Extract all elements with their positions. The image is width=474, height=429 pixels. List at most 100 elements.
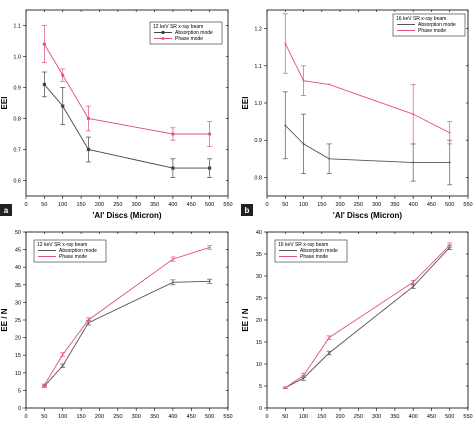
series-line <box>285 244 451 389</box>
plot-frame <box>25 9 229 197</box>
y-tick-label: 10 <box>256 362 262 368</box>
x-tick-label: 50 <box>282 414 288 420</box>
x-tick-label: 150 <box>76 202 85 208</box>
plot-frame <box>266 9 469 197</box>
y-axis-label: EEI <box>241 97 250 110</box>
y-tick-label: 35 <box>15 283 21 289</box>
x-tick-label: 50 <box>282 202 288 208</box>
data-point <box>284 386 287 389</box>
x-tick-label: 0 <box>24 414 27 420</box>
legend-entry: Phase mode <box>175 36 203 42</box>
x-tick-label: 400 <box>168 414 177 420</box>
x-tick-label: 150 <box>317 202 326 208</box>
data-point <box>208 246 211 249</box>
legend-entry: Absorption mode <box>300 248 338 254</box>
x-tick-label: 350 <box>150 202 159 208</box>
x-tick-label: 350 <box>390 414 399 420</box>
chart-panel-1: 0 50 100 150 200 250 300 350 400 450 500 550 0.6 0.7 0… <box>0 9 233 220</box>
y-tick-label: 0.8 <box>254 175 262 181</box>
y-axis-label: EEI <box>0 97 9 110</box>
x-tick-label: 50 <box>41 202 47 208</box>
data-point <box>61 104 65 108</box>
y-tick-label: 15 <box>15 353 21 359</box>
series-phase <box>41 25 213 147</box>
data-point <box>284 124 287 127</box>
data-point <box>284 42 287 45</box>
x-axis-label: 'Al' Discs (Micron) <box>333 211 402 220</box>
data-point <box>328 83 331 86</box>
x-tick-label: 400 <box>409 202 418 208</box>
y-tick-label: 0.9 <box>254 138 262 144</box>
x-tick-label: 550 <box>223 202 232 208</box>
y-tick-label: 1.0 <box>254 101 262 107</box>
legend-entry: Absorption mode <box>175 30 213 36</box>
series-absorption <box>282 91 453 186</box>
data-point <box>61 73 65 77</box>
series-line <box>284 125 450 163</box>
data-point <box>412 113 415 116</box>
x-tick-label: 300 <box>372 202 381 208</box>
y-tick-label: 10 <box>15 371 21 377</box>
legend-marker <box>161 37 165 40</box>
x-tick-label: 0 <box>265 202 268 208</box>
series-line <box>284 43 450 134</box>
series-line <box>43 43 210 135</box>
legend-entry: Phase mode <box>300 254 328 260</box>
y-tick-label: 1.0 <box>13 55 21 61</box>
legend-title: 12 keV SR x-ray beam <box>37 242 87 248</box>
y-tick-label: 1.1 <box>254 64 262 70</box>
data-point <box>412 285 415 288</box>
x-tick-label: 150 <box>76 414 85 420</box>
x-tick-label: 500 <box>445 414 454 420</box>
y-tick-label: 5 <box>259 384 262 390</box>
legend-entry: Phase mode <box>418 28 446 34</box>
x-tick-label: 300 <box>132 414 141 420</box>
data-point <box>42 42 46 46</box>
y-tick-label: 35 <box>256 252 262 258</box>
x-tick-label: 550 <box>463 202 472 208</box>
y-tick-label: 20 <box>15 336 21 342</box>
panel-label: a <box>4 206 9 215</box>
y-tick-label: 0.8 <box>13 117 21 123</box>
legend-title: 16 keV SR x-ray beam <box>396 16 446 22</box>
data-point <box>61 364 64 367</box>
panel-label-box <box>0 204 12 216</box>
y-tick-label: 50 <box>15 230 21 236</box>
series-absorption <box>41 278 213 388</box>
y-tick-label: 1.1 <box>13 24 21 30</box>
y-tick-label: 25 <box>15 318 21 324</box>
x-tick-label: 450 <box>427 414 436 420</box>
legend-title: 16 keV SR x-ray beam <box>278 242 328 248</box>
x-tick-label: 250 <box>354 414 363 420</box>
data-point <box>208 280 211 283</box>
series-line <box>44 280 210 387</box>
x-tick-label: 200 <box>335 202 344 208</box>
x-tick-label: 500 <box>205 414 214 420</box>
x-tick-label: 250 <box>354 202 363 208</box>
data-point <box>43 384 46 387</box>
legend-entry: Absorption mode <box>418 22 456 28</box>
y-tick-label: 1.2 <box>254 27 262 33</box>
data-point <box>328 336 331 339</box>
data-point <box>86 116 91 121</box>
series-phase <box>282 242 453 389</box>
data-point <box>86 147 91 152</box>
x-tick-label: 550 <box>223 414 232 420</box>
y-tick-label: 40 <box>15 265 21 271</box>
y-tick-label: 25 <box>256 296 262 302</box>
data-point <box>171 166 175 170</box>
y-tick-label: 0.9 <box>13 86 21 92</box>
data-point <box>87 319 90 321</box>
data-point <box>61 353 64 356</box>
data-point <box>208 166 212 170</box>
y-tick-label: 0 <box>18 406 21 412</box>
data-point <box>302 143 305 145</box>
x-tick-label: 0 <box>24 202 27 208</box>
data-point <box>448 131 451 134</box>
x-tick-label: 250 <box>113 202 122 208</box>
legend-marker <box>161 31 165 34</box>
data-point <box>412 281 415 284</box>
